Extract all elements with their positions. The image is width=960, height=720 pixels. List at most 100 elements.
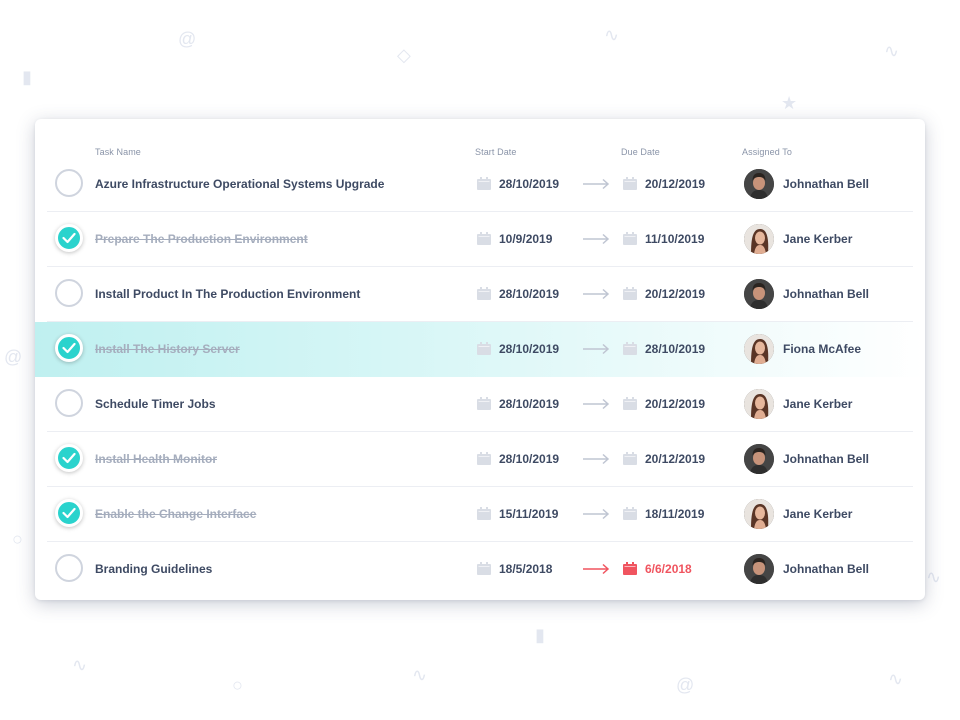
start-date: 28/10/2019 [499, 452, 560, 466]
due-date: 20/12/2019 [645, 177, 706, 191]
due-date: 6/6/2018 [645, 562, 692, 576]
background-decoration: ○ [12, 529, 23, 549]
task-checkbox[interactable] [55, 334, 83, 362]
arrow-right-icon [582, 232, 610, 250]
assignee-name[interactable]: Jane Kerber [783, 397, 853, 411]
task-name[interactable]: Install The History Server [95, 342, 240, 356]
avatar[interactable] [744, 169, 774, 199]
avatar[interactable] [744, 279, 774, 309]
background-decoration: ○ [232, 675, 243, 695]
background-decoration: ∿ [888, 669, 904, 689]
task-name[interactable]: Schedule Timer Jobs [95, 397, 216, 411]
due-date: 20/12/2019 [645, 452, 706, 466]
background-decoration: ∿ [412, 665, 428, 685]
calendar-icon [477, 287, 491, 300]
calendar-icon [623, 397, 637, 410]
task-checkbox[interactable] [55, 444, 83, 472]
assignee-name[interactable]: Johnathan Bell [783, 452, 870, 466]
background-decoration: @ [4, 347, 23, 367]
due-date: 28/10/2019 [645, 342, 706, 356]
avatar[interactable] [744, 224, 774, 254]
table-row[interactable]: Branding Guidelines 18/5/2018 6/6/2018 John… [35, 542, 925, 597]
assignee-name[interactable]: Fiona McAfee [783, 342, 862, 356]
due-date: 11/10/2019 [645, 232, 705, 246]
table-row[interactable]: Azure Infrastructure Operational Systems… [35, 157, 925, 212]
arrow-right-icon [582, 397, 610, 415]
task-name[interactable]: Install Health Monitor [95, 452, 218, 466]
task-name[interactable]: Install Product In The Production Enviro… [95, 287, 361, 301]
start-date: 28/10/2019 [499, 287, 560, 301]
row-divider [47, 486, 913, 487]
avatar[interactable] [744, 554, 774, 584]
column-header-task-name[interactable]: Task Name [95, 147, 141, 157]
table-row[interactable]: Install The History Server 28/10/2019 28/1… [35, 322, 925, 377]
background-decoration: @ [676, 675, 695, 695]
assignee-name[interactable]: Jane Kerber [783, 232, 853, 246]
calendar-icon [623, 507, 637, 520]
arrow-right-icon [582, 507, 610, 525]
column-header-assigned-to[interactable]: Assigned To [742, 147, 792, 157]
arrow-right-icon [582, 342, 610, 360]
calendar-icon [477, 342, 491, 355]
task-checkbox[interactable] [55, 279, 83, 307]
table-row[interactable]: Prepare The Production Environment 10/9/2… [35, 212, 925, 267]
row-divider [47, 431, 913, 432]
background-decoration: ▮ [535, 625, 545, 645]
task-checkbox[interactable] [55, 169, 83, 197]
calendar-icon [477, 507, 491, 520]
start-date: 18/5/2018 [499, 562, 553, 576]
table-row[interactable]: Schedule Timer Jobs 28/10/2019 20/12/2019 J… [35, 377, 925, 432]
assignee-name[interactable]: Johnathan Bell [783, 177, 870, 191]
avatar[interactable] [744, 334, 774, 364]
arrow-right-icon [582, 177, 610, 195]
start-date: 10/9/2019 [499, 232, 553, 246]
arrow-right-icon [582, 452, 610, 470]
background-decoration: ∿ [604, 25, 620, 45]
avatar[interactable] [744, 499, 774, 529]
task-name[interactable]: Azure Infrastructure Operational Systems… [95, 177, 385, 191]
table-row[interactable]: Install Health Monitor 28/10/2019 20/12/20… [35, 432, 925, 487]
due-date: 20/12/2019 [645, 287, 706, 301]
start-date: 28/10/2019 [499, 397, 560, 411]
background-decoration: ∿ [72, 655, 88, 675]
task-name[interactable]: Enable the Change Interface [95, 507, 257, 521]
calendar-icon [623, 562, 637, 575]
background-decoration: ∿ [884, 41, 900, 61]
task-name[interactable]: Branding Guidelines [95, 562, 213, 576]
column-header-start-date[interactable]: Start Date [475, 147, 517, 157]
arrow-right-icon [582, 562, 610, 580]
task-name[interactable]: Prepare The Production Environment [95, 232, 308, 246]
background-decoration: ▮ [22, 67, 32, 87]
row-divider [47, 321, 913, 322]
column-header-due-date[interactable]: Due Date [621, 147, 660, 157]
arrow-right-icon [582, 287, 610, 305]
avatar[interactable] [744, 389, 774, 419]
start-date: 28/10/2019 [499, 342, 560, 356]
calendar-icon [477, 177, 491, 190]
due-date: 20/12/2019 [645, 397, 706, 411]
calendar-icon [477, 232, 491, 245]
task-checkbox[interactable] [55, 499, 83, 527]
assignee-name[interactable]: Johnathan Bell [783, 562, 870, 576]
calendar-icon [477, 397, 491, 410]
background-decoration: @ [178, 29, 197, 49]
avatar[interactable] [744, 444, 774, 474]
background-decoration: ◇ [397, 45, 411, 65]
background-decoration: ∿ [926, 567, 942, 587]
calendar-icon [623, 287, 637, 300]
table-row[interactable]: Enable the Change Interface 15/11/2019 18/… [35, 487, 925, 542]
task-table-card: Task Name Start Date Due Date Assigned T… [35, 119, 925, 600]
row-divider [47, 266, 913, 267]
due-date: 18/11/2019 [645, 507, 705, 521]
assignee-name[interactable]: Johnathan Bell [783, 287, 870, 301]
assignee-name[interactable]: Jane Kerber [783, 507, 853, 521]
task-checkbox[interactable] [55, 554, 83, 582]
table-row[interactable]: Install Product In The Production Enviro… [35, 267, 925, 322]
start-date: 15/11/2019 [499, 507, 559, 521]
calendar-icon [623, 342, 637, 355]
row-divider [47, 541, 913, 542]
task-checkbox[interactable] [55, 389, 83, 417]
calendar-icon [477, 452, 491, 465]
task-checkbox[interactable] [55, 224, 83, 252]
row-divider [47, 211, 913, 212]
